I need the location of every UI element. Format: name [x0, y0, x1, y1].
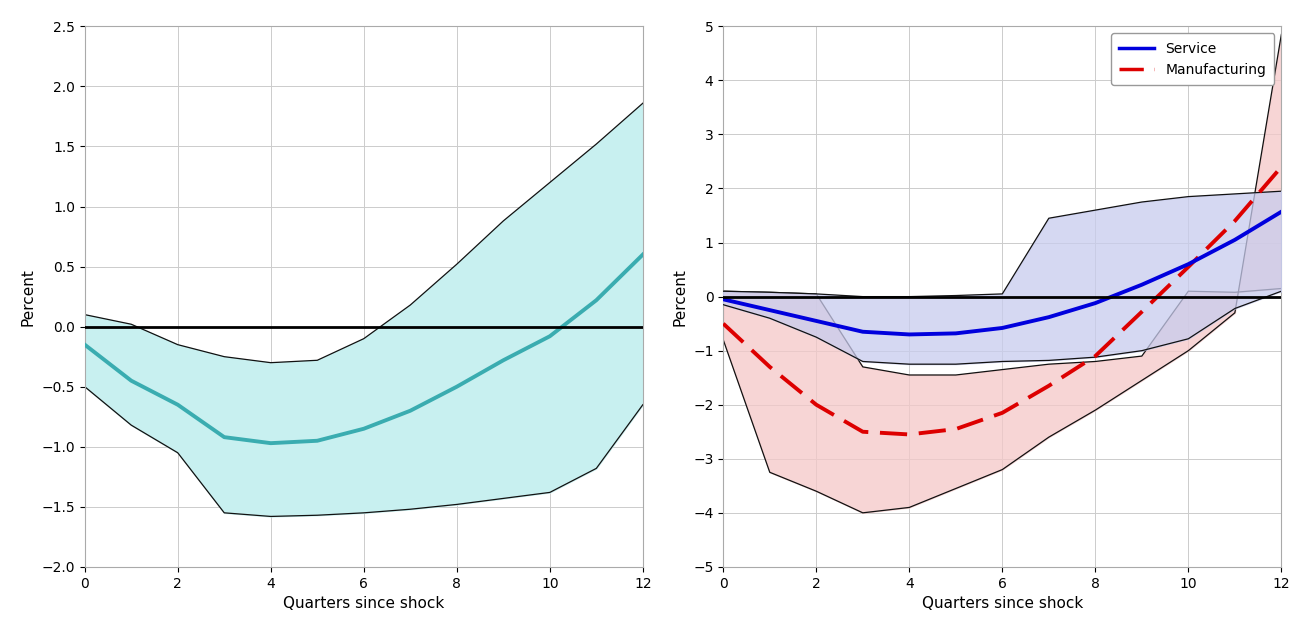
Manufacturing [948, 425, 964, 433]
Manufacturing [1134, 308, 1150, 315]
Service [855, 328, 871, 336]
Service [716, 296, 732, 303]
Service [762, 307, 777, 314]
Manufacturing [1273, 163, 1289, 171]
Manufacturing [716, 320, 732, 327]
Manufacturing [1180, 263, 1196, 270]
Manufacturing [762, 363, 777, 371]
Service [809, 317, 825, 325]
Manufacturing [809, 401, 825, 408]
Manufacturing [1227, 217, 1243, 225]
Legend: Service, Manufacturing: Service, Manufacturing [1110, 33, 1274, 85]
Line: Manufacturing: Manufacturing [724, 167, 1281, 434]
Service [1087, 300, 1103, 307]
Service [1227, 236, 1243, 244]
Service [1041, 313, 1057, 321]
Service [1273, 208, 1289, 216]
Y-axis label: Percent: Percent [673, 268, 687, 325]
Service [1134, 281, 1150, 289]
Service [948, 329, 964, 337]
Y-axis label: Percent: Percent [21, 268, 35, 325]
Service [902, 331, 918, 338]
Manufacturing [995, 409, 1011, 416]
X-axis label: Quarters since shock: Quarters since shock [922, 596, 1083, 611]
Service [995, 324, 1011, 332]
Service [1180, 260, 1196, 268]
Manufacturing [855, 428, 871, 435]
Manufacturing [902, 430, 918, 438]
Manufacturing [1087, 352, 1103, 360]
X-axis label: Quarters since shock: Quarters since shock [283, 596, 444, 611]
Line: Service: Service [724, 212, 1281, 334]
Manufacturing [1041, 382, 1057, 389]
